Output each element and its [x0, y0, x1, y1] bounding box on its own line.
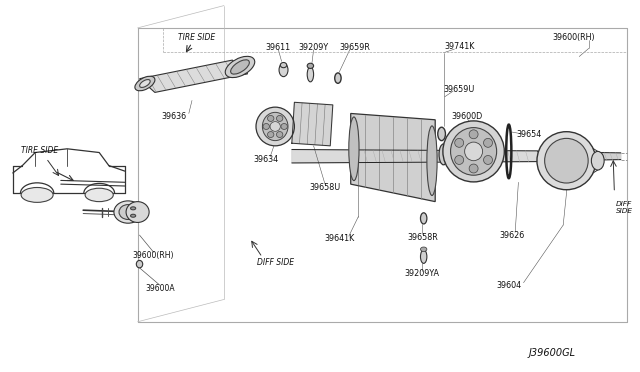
Ellipse shape [439, 144, 448, 165]
Text: 39209Y: 39209Y [298, 43, 329, 52]
Ellipse shape [420, 213, 427, 224]
Text: 39659R: 39659R [340, 43, 371, 52]
Ellipse shape [465, 142, 483, 161]
Ellipse shape [420, 250, 427, 263]
Ellipse shape [140, 80, 150, 87]
Ellipse shape [454, 155, 463, 164]
Ellipse shape [126, 202, 149, 222]
Text: DIFF SIDE: DIFF SIDE [257, 258, 294, 267]
Text: 39611: 39611 [266, 43, 291, 52]
Ellipse shape [230, 60, 250, 74]
Ellipse shape [225, 56, 255, 78]
Polygon shape [140, 60, 248, 92]
Text: 39209YA: 39209YA [405, 269, 440, 278]
Ellipse shape [268, 132, 274, 138]
Ellipse shape [268, 115, 274, 121]
Text: J39600GL: J39600GL [529, 349, 576, 358]
Ellipse shape [427, 126, 437, 196]
Ellipse shape [136, 260, 143, 268]
Ellipse shape [276, 132, 283, 138]
Text: 39600D: 39600D [452, 112, 483, 121]
Ellipse shape [280, 62, 287, 68]
Ellipse shape [135, 76, 155, 91]
Polygon shape [351, 113, 435, 202]
Text: TIRE SIDE: TIRE SIDE [179, 33, 216, 42]
Text: 39600A: 39600A [145, 284, 175, 293]
Ellipse shape [591, 151, 604, 170]
Text: 39626: 39626 [499, 231, 525, 240]
Ellipse shape [85, 188, 113, 202]
Ellipse shape [263, 124, 269, 129]
Text: 39741K: 39741K [444, 42, 475, 51]
Ellipse shape [131, 214, 136, 217]
Ellipse shape [270, 122, 280, 131]
Text: 39659U: 39659U [444, 85, 476, 94]
Ellipse shape [484, 138, 493, 147]
Ellipse shape [545, 138, 588, 183]
Ellipse shape [281, 124, 287, 129]
Ellipse shape [114, 201, 142, 223]
Ellipse shape [537, 132, 596, 190]
Ellipse shape [262, 112, 288, 141]
Text: 39600(RH): 39600(RH) [133, 251, 174, 260]
Ellipse shape [279, 63, 288, 77]
Ellipse shape [307, 63, 314, 68]
Ellipse shape [451, 128, 497, 175]
Ellipse shape [469, 164, 478, 173]
Ellipse shape [131, 207, 136, 210]
Text: TIRE SIDE: TIRE SIDE [21, 146, 58, 155]
Ellipse shape [276, 115, 283, 121]
Text: DIFF
SIDE: DIFF SIDE [616, 201, 632, 214]
Ellipse shape [349, 117, 359, 181]
Ellipse shape [420, 247, 427, 251]
Text: 39654: 39654 [516, 130, 541, 139]
Polygon shape [292, 102, 333, 146]
Text: 39658R: 39658R [407, 233, 438, 242]
Polygon shape [292, 150, 538, 163]
Ellipse shape [335, 73, 341, 83]
Ellipse shape [21, 187, 53, 202]
Ellipse shape [469, 130, 478, 139]
Text: 39600(RH): 39600(RH) [552, 33, 595, 42]
Ellipse shape [443, 121, 504, 182]
Text: 39636: 39636 [161, 112, 187, 121]
Ellipse shape [307, 67, 314, 82]
Text: 39658U: 39658U [310, 183, 340, 192]
Text: 39634: 39634 [253, 155, 278, 164]
Text: 39604: 39604 [496, 281, 522, 290]
Text: 39641K: 39641K [324, 234, 355, 243]
Ellipse shape [119, 205, 137, 219]
Bar [138, 28, 627, 322]
Ellipse shape [256, 107, 294, 146]
Ellipse shape [484, 155, 493, 164]
Ellipse shape [454, 138, 463, 147]
Polygon shape [538, 151, 621, 161]
Ellipse shape [438, 127, 445, 141]
